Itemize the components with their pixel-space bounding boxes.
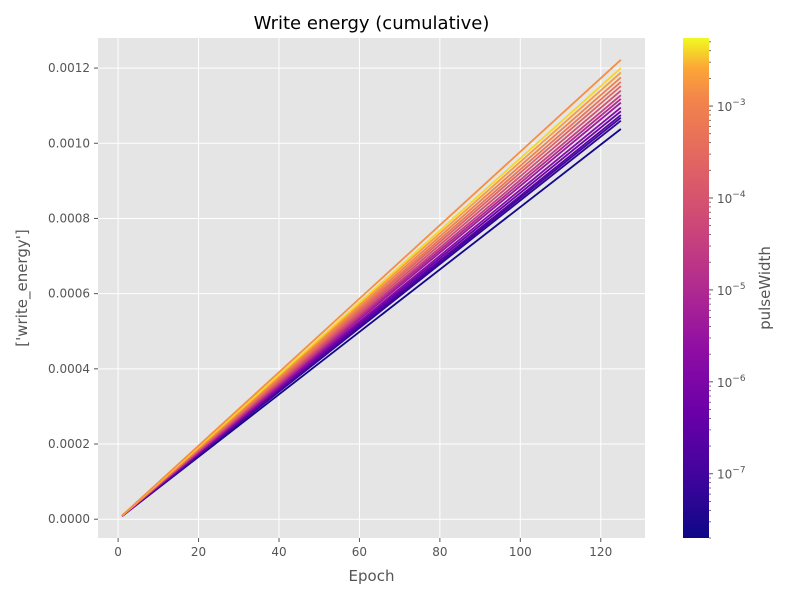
series-line: [121, 59, 622, 517]
x-tick-label: 60: [352, 545, 367, 559]
colorbar-tick-label: 10−5: [717, 282, 746, 298]
y-tick-label: 0.0008: [48, 211, 90, 225]
colorbar-tick-label: 10−4: [717, 190, 746, 206]
x-tick-label: 100: [509, 545, 532, 559]
chart-title: Write energy (cumulative): [254, 13, 490, 34]
y-tick-label: 0.0000: [48, 512, 90, 526]
series-line: [121, 128, 622, 517]
y-axis-label: ['write_energy']: [13, 229, 32, 346]
colorbar-label: pulseWidth: [756, 246, 774, 330]
x-tick-label: 80: [432, 545, 447, 559]
x-tick-label: 120: [589, 545, 612, 559]
x-tick-label: 0: [114, 545, 122, 559]
x-axis-ticks: 0 20 40 60 80 100 120: [114, 538, 612, 559]
y-axis-ticks: 0.0000 0.0002 0.0004 0.0006 0.0008 0.0010 0.00…: [48, 61, 98, 526]
y-tick-label: 0.0012: [48, 61, 90, 75]
y-tick-label: 0.0004: [48, 362, 90, 376]
series-lines: [121, 59, 622, 517]
y-tick-label: 0.0010: [48, 136, 90, 150]
x-tick-label: 20: [191, 545, 206, 559]
colorbar-tick-label: 10−6: [717, 374, 746, 390]
x-axis-label: Epoch: [349, 567, 395, 585]
colorbar: [683, 38, 709, 538]
y-tick-label: 0.0006: [48, 287, 90, 301]
colorbar-tick-label: 10−7: [717, 466, 746, 482]
x-tick-label: 40: [271, 545, 286, 559]
colorbar-ticks: 10−7 10−6 10−5 10−4 10−3: [709, 41, 746, 539]
colorbar-tick-label: 10−3: [717, 98, 746, 114]
y-tick-label: 0.0002: [48, 437, 90, 451]
series-line: [121, 67, 622, 517]
